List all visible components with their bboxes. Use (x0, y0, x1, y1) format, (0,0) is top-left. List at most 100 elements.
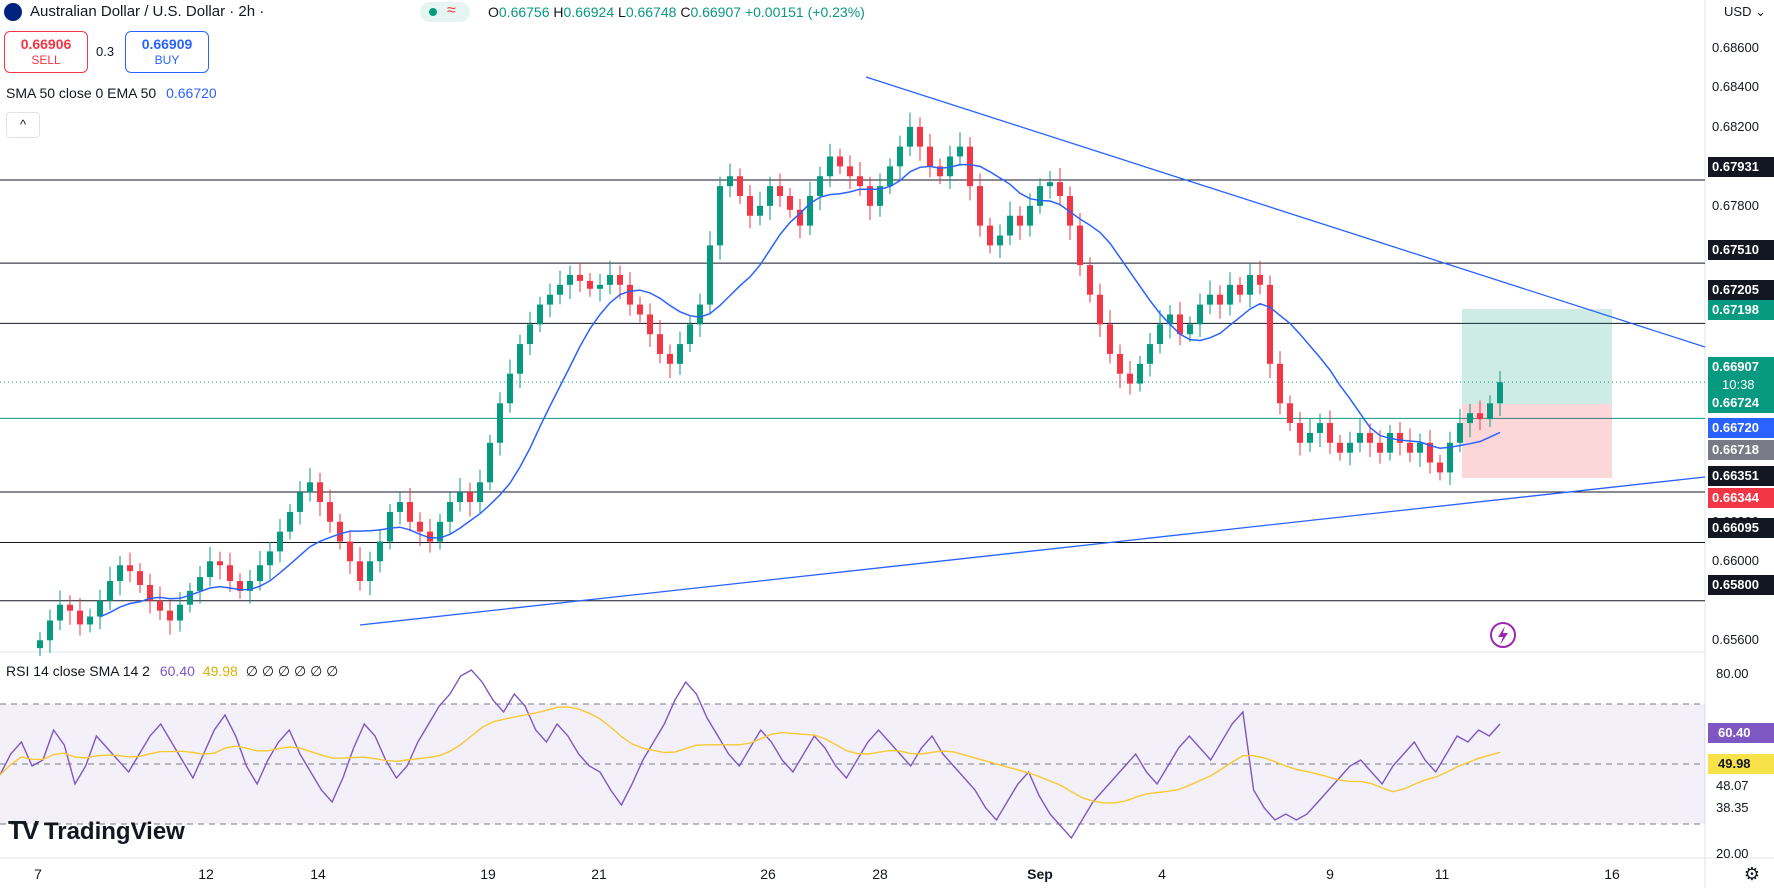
candle-body (177, 604, 183, 621)
candle-body (597, 284, 603, 289)
candle-body (827, 156, 833, 177)
rsi-legend[interactable]: RSI 14 close SMA 14 2 60.40 49.98 ∅ ∅ ∅ … (6, 663, 338, 680)
delayed-icon: ≈ (447, 2, 456, 19)
candle-body (157, 600, 163, 611)
timeframe: 2h (238, 3, 256, 20)
candle-body (1457, 423, 1463, 443)
price-axis-label: 0.68600 (1712, 39, 1759, 55)
price-tag: 0.66907 (1708, 357, 1774, 377)
candle-body (777, 186, 783, 196)
stop-loss-zone[interactable] (1462, 404, 1612, 478)
candle-body (1177, 314, 1183, 335)
candle-body (717, 186, 723, 246)
candle-body (1147, 344, 1153, 364)
candle-body (1357, 432, 1363, 443)
candle-body (577, 274, 583, 281)
candle-body (1157, 324, 1163, 345)
lightning-icon[interactable] (1490, 622, 1516, 648)
buy-label: BUY (154, 53, 180, 67)
sma-line (99, 163, 1501, 618)
candle-body (687, 324, 693, 345)
candle-body (1467, 413, 1473, 424)
price-tag: 0.67510 (1708, 240, 1774, 260)
candle-body (1267, 284, 1273, 364)
price-tag: 0.67198 (1708, 300, 1774, 320)
candle-body (1047, 182, 1053, 187)
candle-body (1247, 274, 1253, 295)
candle-body (757, 205, 763, 216)
price-axis-label: 0.67800 (1712, 197, 1759, 213)
candle-body (307, 482, 313, 493)
symbol-title[interactable]: Australian Dollar / U.S. Dollar · 2h · (30, 3, 264, 20)
candle-body (997, 235, 1003, 246)
candle-body (647, 314, 653, 335)
rsi-legend-label: RSI 14 close SMA 14 2 (6, 663, 150, 679)
candle-body (1397, 432, 1403, 443)
candle-body (867, 186, 873, 206)
collapse-legend-button[interactable]: ^ (6, 112, 40, 138)
candle-body (1367, 432, 1373, 443)
candle-body (667, 353, 673, 364)
market-status-badge[interactable]: ≈ (420, 2, 470, 22)
candle-body (277, 531, 283, 552)
candle-body (1407, 442, 1413, 453)
candle-body (57, 604, 63, 621)
sell-button[interactable]: 0.66906 SELL (4, 31, 88, 73)
candle-body (857, 176, 863, 187)
candle-body (1287, 403, 1293, 424)
candle-body (1057, 182, 1063, 196)
candle-body (437, 521, 443, 542)
candle-body (377, 541, 383, 562)
price-tag: 0.66095 (1708, 518, 1774, 538)
candle-body (77, 610, 83, 625)
candle-body (397, 502, 403, 512)
settings-gear-icon[interactable]: ⚙ (1743, 864, 1760, 884)
candle-body (1277, 363, 1283, 404)
time-axis-label: 7 (34, 866, 42, 882)
candle-body (147, 584, 153, 601)
sell-price: 0.66906 (20, 36, 72, 52)
price-axis-label: 0.65600 (1712, 632, 1759, 648)
candle-body (727, 176, 733, 187)
candle-body (947, 156, 953, 177)
resistance-trendline[interactable] (865, 76, 1706, 348)
candle-body (967, 146, 973, 187)
buy-button[interactable]: 0.66909 BUY (125, 31, 209, 73)
candle-body (267, 551, 273, 566)
candle-body (1127, 373, 1133, 384)
candle-body (707, 245, 713, 305)
candle-body (817, 176, 823, 196)
rsi-tag: 60.40 (1708, 723, 1774, 743)
candle-body (657, 334, 663, 354)
candle-body (67, 604, 73, 611)
candle-body (247, 581, 253, 591)
market-open-icon (429, 8, 437, 16)
candle-body (187, 590, 193, 605)
currency-selector[interactable]: USD ⌄ (1724, 4, 1766, 20)
time-axis-label: 4 (1158, 866, 1166, 882)
candle-body (1017, 215, 1023, 226)
candle-body (1027, 205, 1033, 226)
rsi-sma-line (0, 706, 1501, 804)
price-tag: 0.66718 (1708, 440, 1774, 460)
candle-body (917, 126, 923, 147)
candle-body (787, 195, 793, 210)
candle-body (637, 304, 643, 315)
take-profit-zone[interactable] (1462, 309, 1612, 404)
sma-legend[interactable]: SMA 50 close 0 EMA 50 0.66720 (6, 85, 217, 101)
price-tag: 0.66351 (1708, 466, 1774, 486)
price-axis-label: 0.68200 (1712, 118, 1759, 134)
candle-body (257, 565, 263, 582)
candle-body (107, 581, 113, 601)
rsi-axis-label: 80.00 (1716, 666, 1749, 681)
candle-body (537, 304, 543, 325)
candle-body (627, 284, 633, 305)
candle-body (1137, 363, 1143, 384)
candle-body (1337, 442, 1343, 453)
tradingview-logo[interactable]: TV TradingView (8, 815, 185, 846)
candle-body (957, 146, 963, 157)
candle-body (47, 620, 53, 641)
support-trendline[interactable] (359, 476, 1706, 626)
candle-body (1067, 195, 1073, 226)
